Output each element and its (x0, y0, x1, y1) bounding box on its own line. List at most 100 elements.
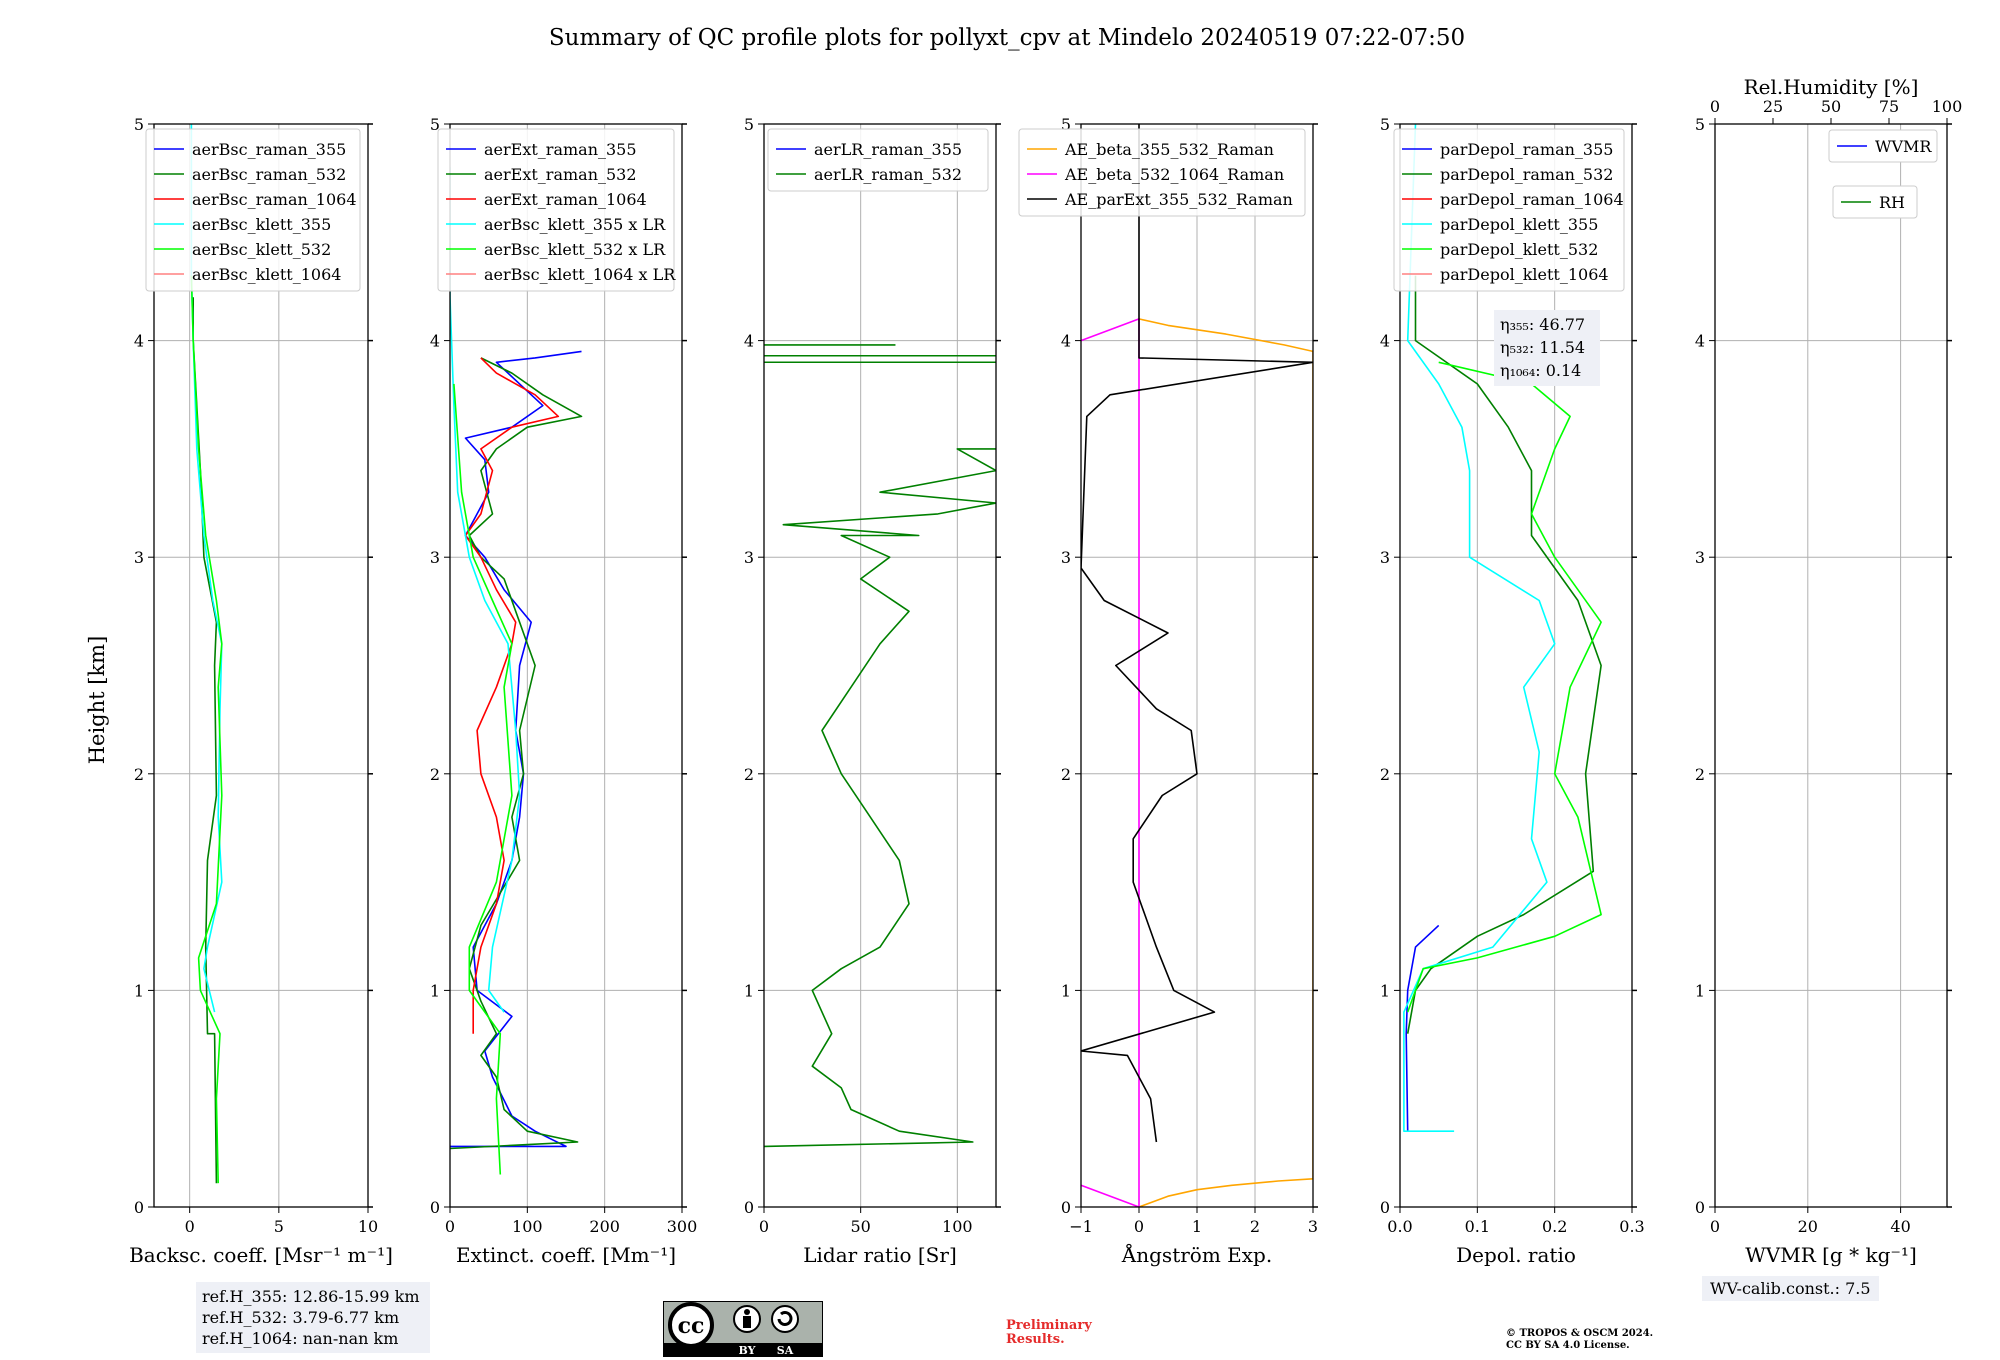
legend-label: aerLR_raman_355 (814, 140, 962, 159)
x-tick-label: 0 (185, 1217, 195, 1236)
preliminary-line-2: Results. (1006, 1332, 1065, 1347)
series-line-parDepol_klett_355 (1403, 124, 1556, 1132)
x-tick-label: 1 (1192, 1217, 1202, 1236)
plot-area (450, 167, 583, 1175)
y-tick-label: 5 (744, 115, 754, 134)
legend-box (1828, 129, 1938, 163)
x-tick-label: 200 (589, 1217, 620, 1236)
series-line-AE_beta_355_532_Raman (1138, 318, 1313, 1207)
y-tick-label: 4 (744, 332, 754, 351)
series-line-parDepol_raman_355 (1405, 924, 1440, 1132)
x-tick-label: 50 (850, 1217, 870, 1236)
axes-frame (153, 123, 369, 1208)
y-tick-label: 1 (1695, 981, 1705, 1000)
x-tick-label: 0.1 (1465, 1217, 1490, 1236)
legend-label: parDepol_klett_1064 (1440, 265, 1609, 284)
legend-label: parDepol_raman_532 (1440, 165, 1613, 184)
y-tick-label: 3 (134, 548, 144, 567)
legend-label: AE_parExt_355_532_Raman (1064, 190, 1293, 209)
legend-label: parDepol_raman_355 (1440, 140, 1613, 159)
series-line-parDepol_klett_532 (1406, 361, 1602, 1013)
x-tick-label: 0.0 (1387, 1217, 1412, 1236)
legend-label: parDepol_klett_532 (1440, 240, 1598, 259)
panel-backscatter: 0 1 2 3 4 5 0 5 10 Backsc. coeff. [Msr⁻¹ m⁻¹] aerB… (129, 115, 393, 1267)
x-axis-label: Ångström Exp. (1121, 1242, 1272, 1267)
wv-calibration-box: WV-calib.const.: 7.5 (1702, 1276, 1879, 1301)
plot-area (764, 344, 996, 1148)
axes-frame (1399, 123, 1633, 1208)
series-line-aerBsc_klett_532 x LR (453, 383, 513, 1175)
plot-area (1081, 124, 1313, 1207)
y-tick-label: 2 (1380, 765, 1390, 784)
y-tick-label: 4 (430, 332, 440, 351)
top-x-tick-label: 50 (1821, 97, 1841, 116)
legend-label: aerExt_raman_355 (484, 140, 637, 159)
legend-box (145, 128, 361, 292)
x-tick-label: 3 (1308, 1217, 1318, 1236)
y-tick-label: 0 (1061, 1198, 1071, 1217)
legend-box (1832, 185, 1918, 219)
x-tick-label: 0 (1710, 1217, 1720, 1236)
top-x-tick-label: 0 (1710, 97, 1720, 116)
ref-height-355: ref.H_355: 12.86-15.99 km (202, 1287, 420, 1306)
legend-box (1018, 128, 1306, 217)
ref-height-532: ref.H_532: 3.79-6.77 km (202, 1308, 400, 1327)
x-tick-label: 0 (1134, 1217, 1144, 1236)
annotation-text: η₅₃₂: 11.54 (1500, 338, 1585, 357)
y-tick-label: 1 (1380, 981, 1390, 1000)
y-tick-label: 2 (430, 765, 440, 784)
series-line-aerExt_raman_532 (450, 357, 583, 1150)
series-line-aerExt_raman_355 (450, 350, 582, 1148)
legend-label: aerExt_raman_532 (484, 165, 637, 184)
y-tick-label: 3 (430, 548, 440, 567)
legend-box (437, 128, 675, 292)
y-tick-label: 1 (1061, 981, 1071, 1000)
y-tick-label: 3 (744, 548, 754, 567)
top-x-axis-label: Rel.Humidity [%] (1744, 75, 1919, 99)
y-tick-label: 1 (744, 981, 754, 1000)
y-tick-label: 5 (430, 115, 440, 134)
x-axis-label: Extinct. coeff. [Mm⁻¹] (456, 1243, 676, 1267)
x-tick-label: 0.2 (1542, 1217, 1567, 1236)
x-tick-label: 10 (358, 1217, 378, 1236)
copyright-line-1: © TROPOS & OSCM 2024. (1506, 1328, 1654, 1339)
legend-label: aerBsc_klett_1064 x LR (484, 265, 676, 284)
legend-label: parDepol_klett_355 (1440, 215, 1598, 234)
y-tick-label: 1 (134, 981, 144, 1000)
y-tick-label: 4 (1061, 332, 1071, 351)
y-tick-label: 2 (744, 765, 754, 784)
by-label: BY (739, 1344, 756, 1357)
y-axis-label: Height [km] (85, 636, 109, 765)
x-axis-label: Lidar ratio [Sr] (803, 1243, 957, 1267)
legend-label: aerLR_raman_532 (814, 165, 962, 184)
legend-box (767, 128, 989, 192)
y-tick-label: 4 (1695, 332, 1705, 351)
x-tick-label: −1 (1069, 1217, 1093, 1236)
annotation-text: η₃₅₅: 46.77 (1500, 315, 1585, 334)
x-tick-label: 40 (1890, 1217, 1910, 1236)
plot-area (1403, 124, 1602, 1132)
axes-frame (1714, 123, 1948, 1208)
figure-title: Summary of QC profile plots for pollyxt_… (549, 25, 1465, 51)
y-tick-label: 4 (1380, 332, 1390, 351)
plot-area (190, 124, 223, 1184)
x-tick-label: 100 (942, 1217, 973, 1236)
series-line-aerBsc_klett_355 x LR (450, 167, 521, 1013)
y-tick-label: 2 (1061, 765, 1071, 784)
cc-by-sa-logo: cc BY SA (663, 1301, 823, 1357)
x-tick-label: 0.3 (1619, 1217, 1644, 1236)
y-tick-label: 2 (134, 765, 144, 784)
series-line-aerExt_raman_1064 (464, 357, 560, 1034)
legend-label: aerExt_raman_1064 (484, 190, 647, 209)
axes-frame (763, 123, 997, 1208)
y-tick-label: 5 (1380, 115, 1390, 134)
x-tick-label: 0 (759, 1217, 769, 1236)
top-x-tick-label: 100 (1932, 97, 1963, 116)
legend-label: WVMR (1875, 137, 1932, 156)
series-line-aerLR_raman_532 (764, 448, 996, 1148)
y-tick-label: 0 (1695, 1198, 1705, 1217)
legend-label: aerBsc_raman_1064 (192, 190, 357, 209)
